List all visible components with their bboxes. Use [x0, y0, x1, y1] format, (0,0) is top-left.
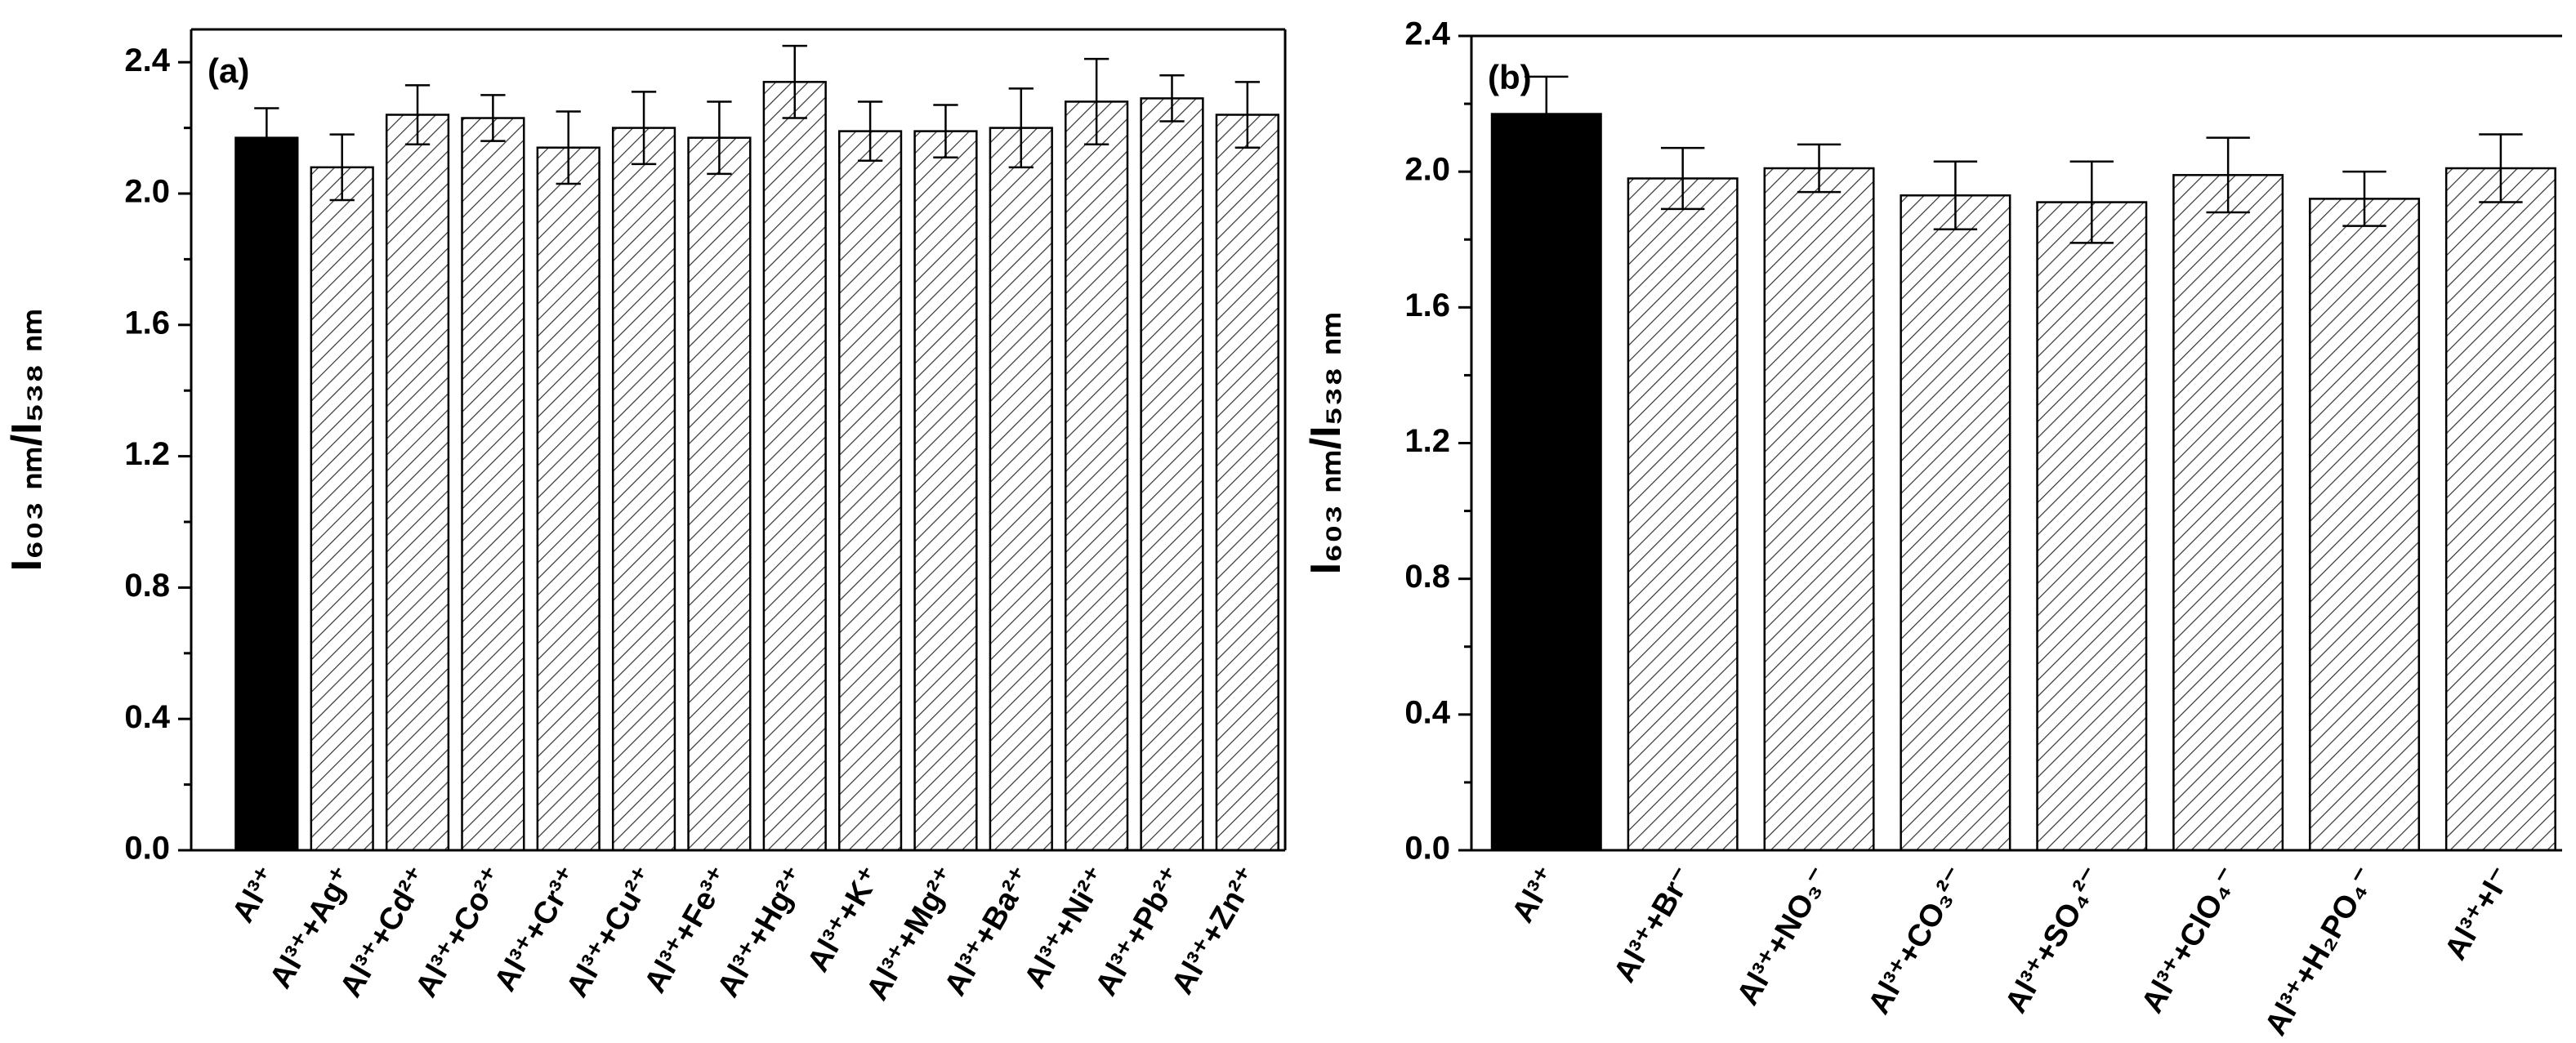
x-tick-label: Al³⁺+CO₃²⁻	[1862, 862, 1973, 1020]
panel-label: (b)	[1488, 58, 1532, 96]
x-tick-label: Al³⁺+Br⁻	[1607, 862, 1700, 988]
y-tick-label: 2.4	[124, 42, 170, 78]
y-tick-label: 0.8	[124, 568, 170, 604]
x-tick-label: Al³⁺+K⁺	[801, 862, 888, 978]
bar	[2172, 174, 2284, 852]
bar	[2444, 167, 2556, 852]
bar	[2036, 201, 2148, 852]
bar	[2309, 198, 2421, 852]
bar	[536, 146, 600, 852]
bar	[837, 130, 903, 852]
y-tick-label: 1.6	[124, 305, 170, 341]
y-tick-label: 1.2	[124, 436, 170, 472]
bar	[611, 127, 676, 852]
y-tick-label: 2.4	[1404, 16, 1450, 52]
x-tick-label: Al³⁺	[225, 862, 284, 929]
bar	[1763, 167, 1875, 852]
y-tick-label: 1.2	[1404, 423, 1450, 459]
y-tick-label: 0.0	[1404, 831, 1450, 867]
y-tick-label: 0.8	[1404, 559, 1450, 595]
y-tick-label: 0.0	[124, 831, 170, 867]
y-axis-label: I₆₀₃ ₙₘ/I₅₃₈ ₙₘ	[3, 309, 51, 572]
x-tick-label: Al³⁺+I⁻	[2439, 862, 2519, 966]
x-tick-label: Al³⁺+ClO₄⁻	[2135, 862, 2246, 1019]
bar	[687, 136, 752, 852]
bar	[385, 114, 450, 852]
bar	[1490, 113, 1602, 852]
panel-label: (a)	[208, 51, 249, 90]
bar	[234, 136, 299, 852]
x-tick-label: Al³⁺+H₂PO₄⁻	[2258, 862, 2382, 1041]
bar	[1900, 194, 2011, 852]
bar	[762, 81, 827, 852]
y-tick-label: 1.6	[1404, 287, 1450, 323]
bar	[1140, 97, 1204, 852]
bar	[310, 166, 374, 852]
y-tick-label: 2.0	[1404, 152, 1450, 188]
y-tick-label: 0.4	[1404, 694, 1450, 730]
y-tick-label: 2.0	[124, 174, 170, 210]
bar	[1215, 114, 1279, 852]
x-tick-label: Al³⁺+NO₃⁻	[1730, 862, 1837, 1011]
bar	[461, 117, 525, 852]
y-axis-label: I₆₀₃ ₙₘ/I₅₃₈ ₙₘ	[1302, 312, 1350, 575]
x-tick-label: Al³⁺	[1506, 862, 1565, 929]
x-tick-label: Al³⁺+SO₄²⁻	[1998, 862, 2109, 1019]
bar	[1627, 177, 1739, 852]
bar	[989, 127, 1053, 852]
bar	[1065, 100, 1129, 852]
bar	[913, 130, 978, 852]
y-tick-label: 0.4	[124, 699, 170, 735]
